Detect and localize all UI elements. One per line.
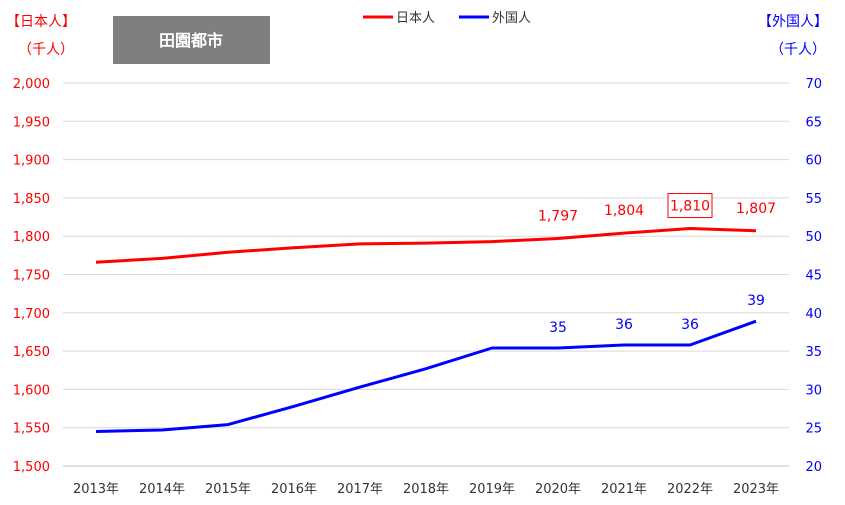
grid-layer [63,82,789,467]
left-tick-label: 1,500 [13,460,50,475]
legend: 日本人 外国人 [363,11,531,26]
right-tick-label: 45 [805,269,822,284]
foreign-data-label: 39 [747,293,765,309]
right-tick-label: 55 [805,192,822,207]
right-tick-label: 20 [805,460,822,475]
left-axis-unit-line1: 【日本人】 [6,14,76,30]
labels-layer: 1,797 1,804 1,810 1,807 35 36 36 39 [538,193,776,336]
x-tick-label: 2013年 [73,482,119,497]
series-foreign-line [95,319,757,433]
ticks-layer: 1,500 1,550 1,600 1,650 1,700 1,750 1,800 1,850… [13,77,822,497]
left-tick-label: 1,550 [13,422,50,437]
x-tick-label: 2015年 [205,482,251,497]
right-tick-label: 65 [805,115,822,130]
right-tick-label: 40 [805,307,822,322]
title-background [113,16,270,64]
right-axis-unit-line1: 【外国人】 [758,14,828,30]
right-tick-label: 25 [805,422,822,437]
left-tick-label: 1,800 [13,230,50,245]
left-tick-label: 1,950 [13,115,50,130]
x-tick-label: 2023年 [733,482,779,497]
right-tick-label: 35 [805,345,822,360]
x-tick-label: 2016年 [271,482,317,497]
left-tick-label: 1,750 [13,269,50,284]
japanese-data-label: 1,807 [736,201,776,217]
left-tick-label: 1,650 [13,345,50,360]
x-tick-label: 2017年 [337,482,383,497]
left-tick-label: 2,000 [13,77,50,92]
title-box: 田園都市 [113,16,270,64]
x-tick-label: 2020年 [535,482,581,497]
left-tick-label: 1,900 [13,154,50,169]
right-axis-unit-line2: （千人） [770,42,826,58]
foreign-data-label: 35 [549,320,567,336]
series-japanese-line [95,227,757,264]
japanese-data-label: 1,810 [670,199,710,215]
left-tick-label: 1,600 [13,383,50,398]
x-tick-label: 2022年 [667,482,713,497]
legend-foreign-label: 外国人 [492,11,531,26]
right-tick-label: 30 [805,383,822,398]
japanese-data-label: 1,804 [604,203,644,219]
chart-title: 田園都市 [159,31,223,50]
x-tick-label: 2014年 [139,482,185,497]
x-tick-label: 2019年 [469,482,515,497]
right-tick-label: 60 [805,154,822,169]
series-layer [95,227,757,433]
x-tick-label: 2018年 [403,482,449,497]
left-tick-label: 1,850 [13,192,50,207]
left-axis-unit-line2: （千人） [18,42,74,58]
right-tick-label: 50 [805,230,822,245]
x-tick-label: 2021年 [601,482,647,497]
right-tick-label: 70 [805,77,822,92]
highlight-label-box [667,193,713,219]
foreign-data-label: 36 [681,317,699,333]
left-tick-label: 1,700 [13,307,50,322]
legend-japanese-label: 日本人 [396,11,435,26]
foreign-data-label: 36 [615,317,633,333]
japanese-data-label: 1,797 [538,208,578,224]
